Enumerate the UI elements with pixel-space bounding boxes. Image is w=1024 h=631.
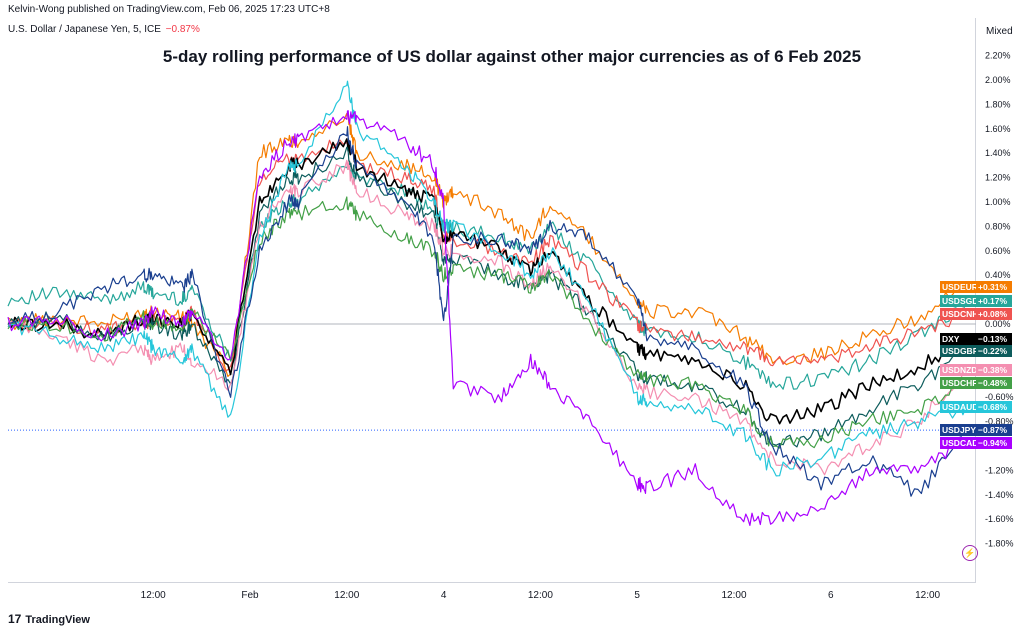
legend-name-dxy: DXY bbox=[942, 334, 960, 344]
x-tick-label: 4 bbox=[441, 590, 447, 601]
x-tick-label: 12:00 bbox=[141, 590, 166, 601]
legend-value-bg-usdeur bbox=[976, 281, 1012, 293]
legend-value-usdnzd: −0.38% bbox=[978, 365, 1008, 375]
series-line-usdchf bbox=[7, 196, 967, 449]
series-line-dxy bbox=[7, 138, 967, 425]
legend-value-bg-usdcad bbox=[976, 437, 1012, 449]
legend-name-usdcad: USDCAD bbox=[942, 438, 978, 448]
y-tick-label: -1.80% bbox=[985, 539, 1014, 549]
footer-brand: TradingView bbox=[25, 614, 90, 626]
legend-name-usdeur: USDEUR bbox=[942, 282, 978, 292]
legend-value-bg-usdcnh bbox=[976, 308, 1012, 320]
y-tick-label: 2.00% bbox=[985, 75, 1011, 85]
x-tick-label: 5 bbox=[634, 590, 640, 601]
tradingview-footer[interactable]: 17 TradingView bbox=[8, 612, 90, 626]
legend-value-bg-usdjpy bbox=[976, 424, 1012, 436]
legend-badge-usdsgd bbox=[940, 295, 976, 307]
series-line-usdcad bbox=[7, 110, 967, 526]
legend-name-usdchf: USDCHF bbox=[942, 378, 977, 388]
legend-name-usdcnh: USDCNH bbox=[942, 309, 978, 319]
legend-value-usdchf: −0.48% bbox=[978, 378, 1008, 388]
y-tick-label: 1.20% bbox=[985, 173, 1011, 183]
symbol-change: −0.87% bbox=[165, 24, 200, 35]
y-tick-label: 0.80% bbox=[985, 221, 1011, 231]
y-tick-label: 1.80% bbox=[985, 99, 1011, 109]
legend-name-usdjpy: USDJPY bbox=[942, 425, 976, 435]
y-tick-label: 0.40% bbox=[985, 270, 1011, 280]
symbol-name: U.S. Dollar / Japanese Yen, 5, ICE bbox=[8, 24, 161, 35]
legend-value-usdgbp: −0.22% bbox=[978, 346, 1008, 356]
y-tick-label: 2.20% bbox=[985, 51, 1011, 61]
legend-value-usdcnh: +0.08% bbox=[978, 309, 1008, 319]
legend-value-bg-dxy bbox=[976, 333, 1012, 345]
y-tick-label: -1.60% bbox=[985, 514, 1014, 524]
legend-value-bg-usdchf bbox=[976, 377, 1012, 389]
legend-value-bg-usdgbp bbox=[976, 345, 1012, 357]
y-tick-label: -1.40% bbox=[985, 490, 1014, 500]
x-tick-label: Feb bbox=[241, 590, 259, 601]
y-tick-label: 0.60% bbox=[985, 246, 1011, 256]
legend-badge-usdcnh bbox=[940, 308, 976, 320]
series-line-usdcnh bbox=[7, 139, 967, 372]
x-tick-label: 12:00 bbox=[528, 590, 553, 601]
tradingview-logo-icon: 17 bbox=[8, 612, 22, 626]
legend-value-bg-usdaud bbox=[976, 401, 1012, 413]
publisher-line: Kelvin-Wong published on TradingView.com… bbox=[8, 4, 330, 15]
legend-badge-usdnzd bbox=[940, 364, 976, 376]
legend-value-dxy: −0.13% bbox=[978, 334, 1008, 344]
legend-value-usdcad: −0.94% bbox=[978, 438, 1008, 448]
legend-name-usdgbp: USDGBP bbox=[942, 346, 979, 356]
y-tick-label: -0.60% bbox=[985, 392, 1014, 402]
legend-name-usdaud: USDAUD bbox=[942, 402, 978, 412]
y-tick-label: 1.40% bbox=[985, 148, 1011, 158]
legend-value-usdjpy: −0.87% bbox=[978, 425, 1008, 435]
legend-value-bg-usdsgd bbox=[976, 295, 1012, 307]
x-tick-label: 12:00 bbox=[915, 590, 940, 601]
legend-value-usdaud: −0.68% bbox=[978, 402, 1008, 412]
scale-mode-label[interactable]: Mixed bbox=[986, 26, 1013, 37]
y-tick-label: 1.60% bbox=[985, 124, 1011, 134]
legend-value-bg-usdnzd bbox=[976, 364, 1012, 376]
y-tick-label: -0.80% bbox=[985, 417, 1014, 427]
legend-badge-usdgbp bbox=[940, 345, 976, 357]
series-line-usdnzd bbox=[7, 159, 967, 476]
series-line-usdaud bbox=[7, 80, 967, 477]
legend-badge-usdcad bbox=[940, 437, 976, 449]
legend-name-usdnzd: USDNZD bbox=[942, 365, 977, 375]
legend-value-usdsgd: +0.17% bbox=[978, 296, 1008, 306]
x-tick-label: 12:00 bbox=[721, 590, 746, 601]
legend-badge-dxy bbox=[940, 333, 976, 345]
legend-badge-usdeur bbox=[940, 281, 976, 293]
symbol-line: U.S. Dollar / Japanese Yen, 5, ICE −0.87… bbox=[8, 24, 200, 35]
x-tick-label: 6 bbox=[828, 590, 834, 601]
y-tick-label: 1.00% bbox=[985, 197, 1011, 207]
y-tick-label: 0.00% bbox=[985, 319, 1011, 329]
legend-badge-usdjpy bbox=[940, 424, 976, 436]
x-tick-label: 12:00 bbox=[334, 590, 359, 601]
legend-name-usdsgd: USDSGD bbox=[942, 296, 978, 306]
series-line-usdeur bbox=[7, 112, 967, 377]
series-line-usdjpy bbox=[7, 126, 967, 497]
legend-value-usdeur: +0.31% bbox=[978, 282, 1008, 292]
chart-title: 5-day rolling performance of US dollar a… bbox=[162, 47, 862, 66]
y-tick-label: -1.20% bbox=[985, 465, 1014, 475]
legend-badge-usdaud bbox=[940, 401, 976, 413]
legend-badge-usdchf bbox=[940, 377, 976, 389]
lightning-icon[interactable]: ⚡ bbox=[962, 545, 978, 561]
